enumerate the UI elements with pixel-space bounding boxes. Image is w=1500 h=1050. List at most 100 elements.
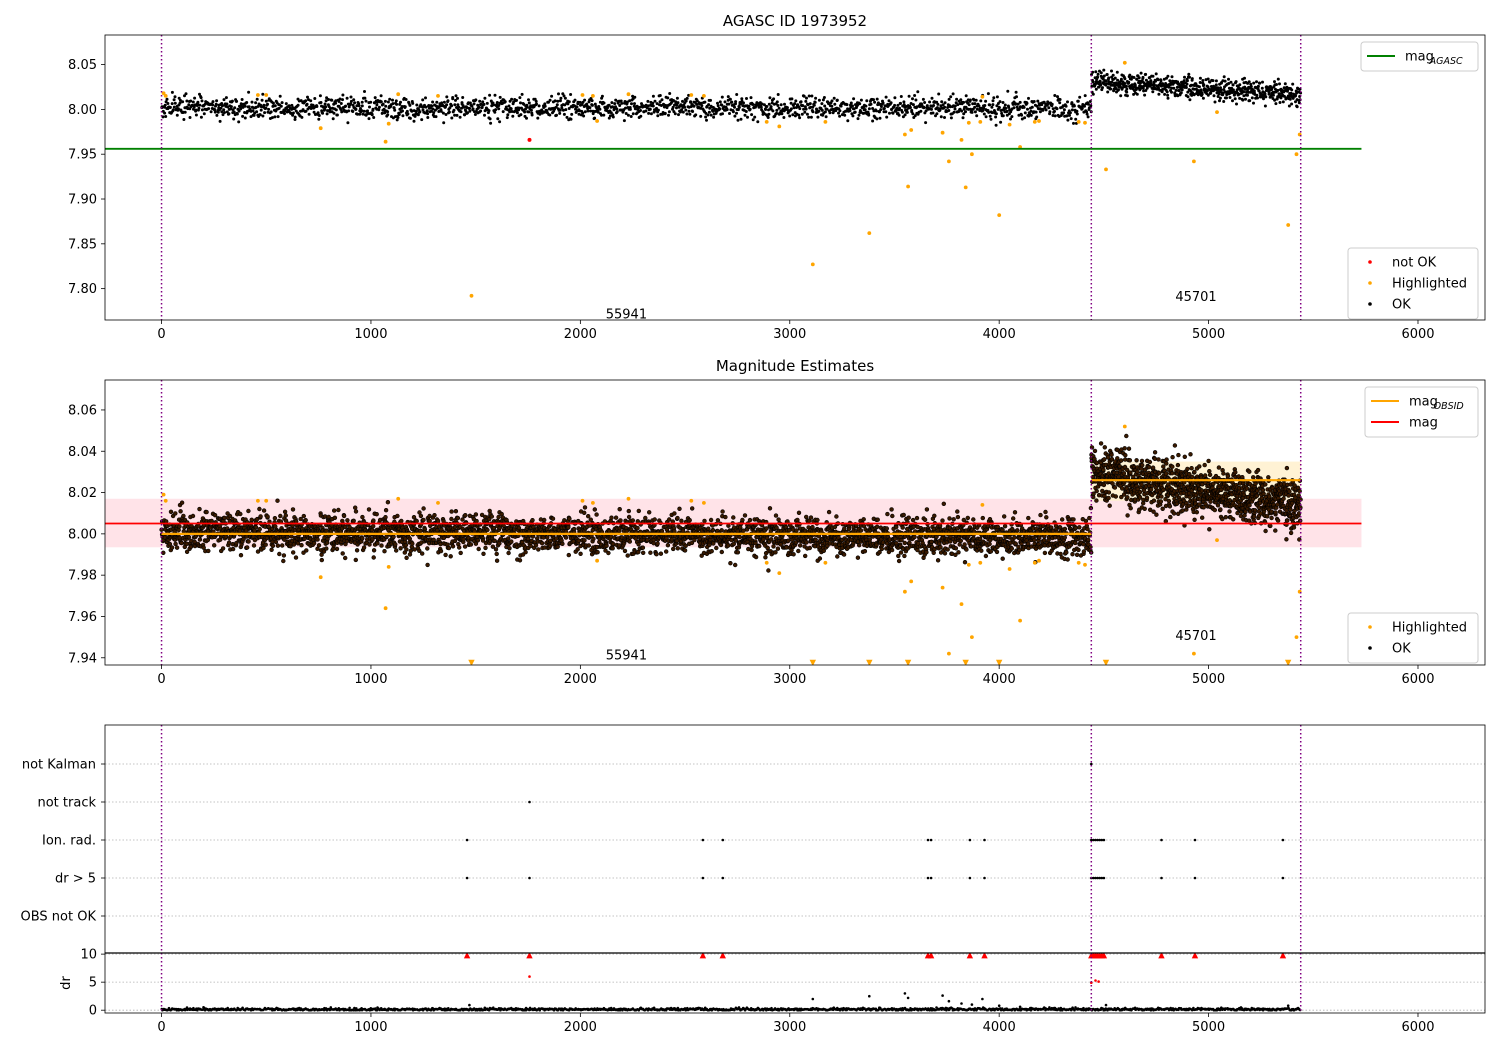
ok-point [959, 98, 963, 102]
ok-point [747, 517, 753, 523]
ok-point [370, 113, 374, 117]
ok-point [1053, 109, 1056, 113]
ok-point [371, 555, 376, 560]
ok-point [1290, 88, 1294, 92]
ok-point [789, 101, 793, 105]
ok-point [716, 104, 720, 108]
ok-point [431, 100, 435, 104]
ok-point [606, 550, 611, 556]
ok-point [566, 525, 571, 530]
ok-point [760, 102, 764, 106]
ok-point [1249, 85, 1253, 88]
ok-point [301, 550, 306, 555]
ok-point [360, 104, 364, 108]
ok-point [220, 102, 224, 105]
ok-point [813, 100, 817, 104]
ok-point [718, 100, 722, 104]
ok-point [399, 518, 404, 524]
ok-point [995, 104, 999, 108]
ok-point [410, 109, 414, 113]
ok-point [353, 509, 359, 514]
ok-point [169, 545, 175, 550]
ok-point [911, 112, 915, 116]
ok-point [903, 113, 907, 117]
ok-point [167, 541, 173, 547]
ok-point [383, 111, 387, 115]
ok-point [1115, 70, 1119, 74]
not-ok-point [527, 137, 532, 142]
ok-point [398, 546, 403, 551]
ok-point [362, 109, 366, 113]
ok-point [386, 113, 390, 117]
ok-point [824, 115, 828, 119]
ok-point [672, 110, 676, 114]
ok-point [654, 551, 659, 557]
highlighted-point [1104, 167, 1108, 172]
ok-point [699, 101, 703, 105]
ok-point [751, 103, 755, 106]
ok-point [987, 110, 991, 114]
ok-point [735, 550, 741, 555]
ok-point [214, 102, 218, 106]
ok-point [585, 102, 589, 106]
ok-point [225, 102, 229, 106]
ok-point [570, 112, 574, 116]
ok-point [455, 113, 459, 117]
ok-point [953, 107, 957, 111]
ok-point [791, 113, 795, 117]
ok-point [452, 524, 458, 530]
ok-point [407, 552, 413, 557]
ok-point [364, 99, 368, 103]
ok-point [1014, 90, 1018, 94]
ok-point [900, 110, 904, 114]
ok-point [247, 90, 251, 94]
ok-point [321, 111, 325, 115]
ok-point [565, 115, 569, 119]
ok-point [1010, 115, 1014, 119]
ok-point [946, 106, 950, 109]
ok-point [1000, 111, 1004, 115]
highlighted-point [959, 138, 964, 142]
ok-point [275, 543, 281, 548]
ok-point [867, 113, 871, 117]
ok-point [666, 96, 670, 100]
ok-point [270, 116, 274, 120]
ok-point [332, 508, 337, 513]
ok-point [174, 545, 180, 550]
ok-point [1248, 99, 1252, 103]
ok-point [468, 107, 472, 110]
obsid-annotation: 45701 [1175, 290, 1216, 305]
ok-point [483, 545, 488, 551]
ok-point [804, 540, 809, 545]
ok-point [1200, 92, 1204, 96]
ok-point [753, 115, 757, 119]
ok-point [1258, 81, 1262, 85]
ok-point [1036, 99, 1040, 103]
ok-point [408, 103, 412, 107]
ok-point [822, 96, 826, 99]
ok-point [560, 106, 564, 110]
ok-point [319, 101, 323, 104]
ok-point [324, 546, 329, 551]
ok-point [352, 98, 356, 102]
ok-point [683, 543, 688, 548]
ok-point [1190, 77, 1194, 81]
highlighted-point [1007, 122, 1012, 127]
ok-point [381, 102, 385, 106]
ok-point [339, 102, 343, 105]
ok-point [516, 525, 522, 531]
ok-point [725, 543, 731, 548]
ok-point [646, 510, 652, 515]
ok-point [337, 100, 341, 103]
ok-point [488, 93, 492, 97]
ok-point [786, 538, 791, 543]
ok-point [1107, 76, 1111, 80]
ok-point [1053, 94, 1057, 97]
ok-point [399, 100, 402, 104]
ok-point [768, 96, 772, 100]
ok-point [759, 105, 763, 109]
ok-point [960, 109, 964, 113]
ok-point [1163, 92, 1167, 96]
ok-point [710, 527, 716, 533]
ok-point [404, 547, 409, 552]
